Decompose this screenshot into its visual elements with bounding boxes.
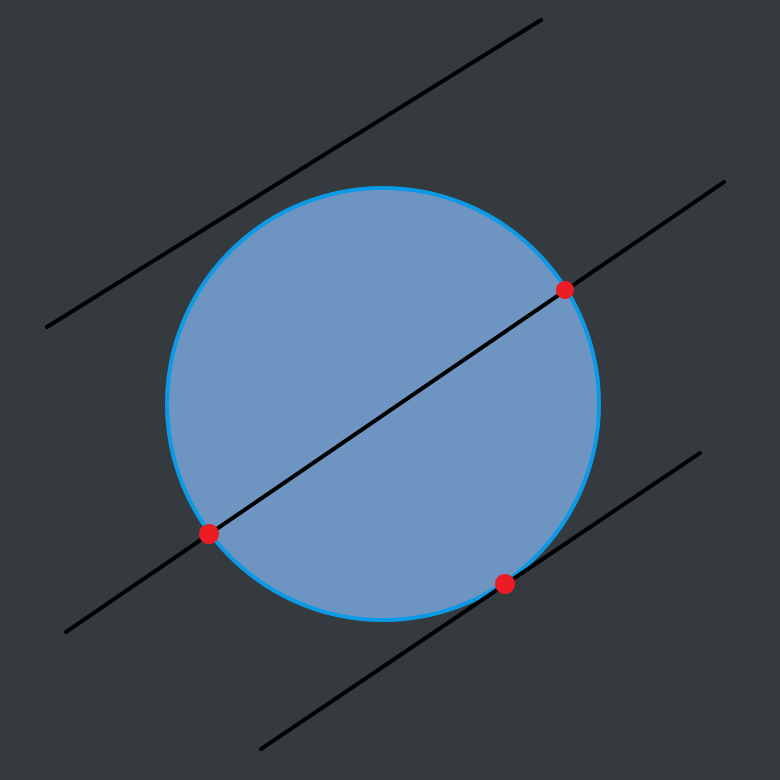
secant-intersection-bottom bbox=[199, 524, 219, 544]
tangent-line bbox=[259, 451, 702, 751]
secant-intersection-top bbox=[556, 281, 574, 299]
circle bbox=[165, 186, 601, 622]
tangent-point bbox=[495, 574, 515, 594]
external-line bbox=[45, 18, 543, 329]
secant-line bbox=[64, 180, 726, 634]
